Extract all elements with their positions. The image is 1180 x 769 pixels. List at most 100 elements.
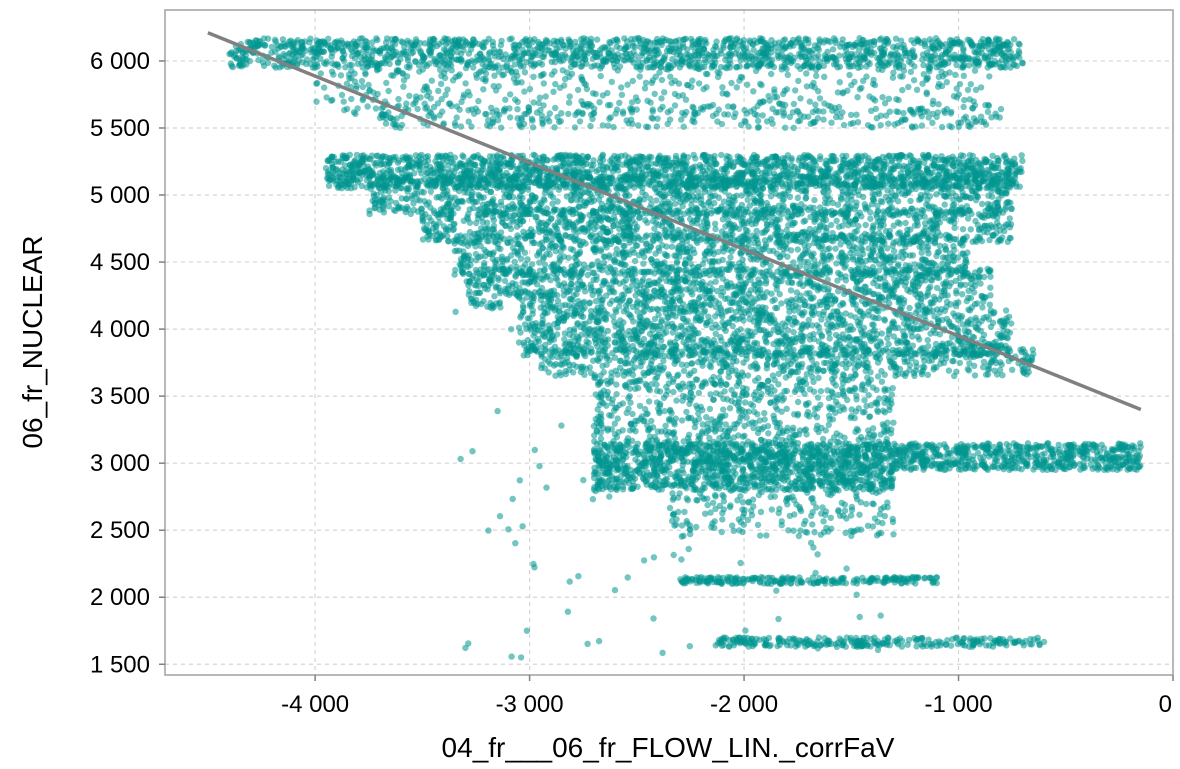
data-point: [406, 61, 413, 69]
data-point: [482, 184, 490, 191]
data-point: [528, 61, 535, 68]
data-point: [846, 159, 853, 167]
data-point: [478, 173, 485, 180]
data-point: [566, 93, 573, 100]
data-point: [711, 175, 718, 182]
data-point: [406, 162, 414, 170]
data-point: [406, 92, 413, 100]
data-point: [854, 94, 861, 101]
data-point: [727, 157, 734, 165]
data-point: [969, 104, 976, 112]
data-point: [997, 105, 1005, 113]
data-point: [607, 157, 614, 165]
data-point: [578, 42, 585, 49]
data-point: [754, 124, 762, 131]
data-point: [970, 98, 977, 105]
data-point: [1017, 165, 1024, 172]
data-point: [737, 73, 744, 81]
data-point: [549, 200, 556, 207]
data-point: [550, 88, 557, 96]
data-point: [961, 96, 968, 104]
data-point: [700, 152, 707, 159]
data-point: [769, 105, 776, 113]
data-point: [604, 102, 612, 109]
data-point: [776, 172, 784, 179]
data-point: [669, 56, 676, 63]
data-point: [675, 80, 683, 87]
data-point: [829, 152, 837, 160]
data-point: [672, 166, 680, 173]
data-point: [271, 36, 279, 43]
data-point: [1013, 62, 1021, 70]
data-point: [879, 66, 886, 74]
data-point: [441, 74, 449, 82]
data-point: [468, 123, 475, 130]
data-point: [497, 183, 504, 190]
data-point: [601, 43, 608, 51]
data-point: [614, 67, 621, 74]
data-point: [779, 159, 786, 167]
data-point: [442, 41, 450, 48]
data-point: [947, 110, 954, 117]
data-point: [436, 112, 443, 119]
data-point: [1015, 47, 1022, 55]
data-point: [574, 86, 582, 94]
data-point: [313, 98, 320, 105]
data-point: [912, 180, 920, 187]
data-point: [448, 102, 455, 110]
data-point: [489, 64, 496, 72]
data-point: [334, 167, 341, 174]
data-point: [342, 172, 349, 179]
data-point: [839, 188, 847, 195]
data-point: [416, 68, 423, 75]
data-point: [829, 46, 837, 53]
data-point: [644, 155, 651, 162]
data-point: [690, 104, 697, 112]
data-point: [991, 48, 998, 55]
data-point: [629, 42, 637, 50]
data-point: [368, 61, 375, 69]
data-point: [529, 50, 537, 57]
data-point: [709, 101, 717, 109]
data-point: [792, 87, 799, 94]
data-point: [572, 159, 579, 167]
data-point: [776, 192, 783, 199]
data-point: [736, 155, 744, 162]
data-point: [921, 37, 928, 45]
data-point: [956, 80, 964, 88]
data-point: [584, 174, 591, 181]
data-point: [858, 41, 866, 48]
data-point: [623, 38, 631, 45]
data-point: [616, 99, 623, 107]
data-point: [969, 152, 976, 159]
data-point: [769, 153, 777, 160]
data-point: [391, 121, 398, 128]
data-point: [400, 83, 407, 90]
data-point: [749, 188, 757, 196]
data-point: [653, 123, 661, 130]
data-point: [955, 119, 962, 126]
data-point: [866, 93, 873, 100]
data-point: [801, 53, 809, 60]
data-point: [869, 185, 876, 192]
data-point: [695, 80, 703, 87]
data-point: [983, 158, 990, 166]
data-point: [828, 119, 835, 126]
data-point: [877, 122, 884, 129]
data-point: [689, 117, 696, 125]
data-point: [908, 60, 915, 67]
data-point: [373, 159, 380, 166]
data-point: [865, 39, 873, 46]
data-point: [796, 117, 804, 124]
data-point: [324, 171, 332, 178]
data-point: [449, 44, 456, 51]
data-point: [565, 110, 572, 118]
data-point: [768, 56, 776, 63]
data-point: [913, 86, 921, 94]
data-point: [957, 152, 965, 159]
data-point: [946, 36, 954, 44]
data-point: [311, 54, 318, 61]
data-point: [306, 39, 313, 46]
data-point: [506, 114, 514, 121]
data-point: [821, 73, 828, 81]
